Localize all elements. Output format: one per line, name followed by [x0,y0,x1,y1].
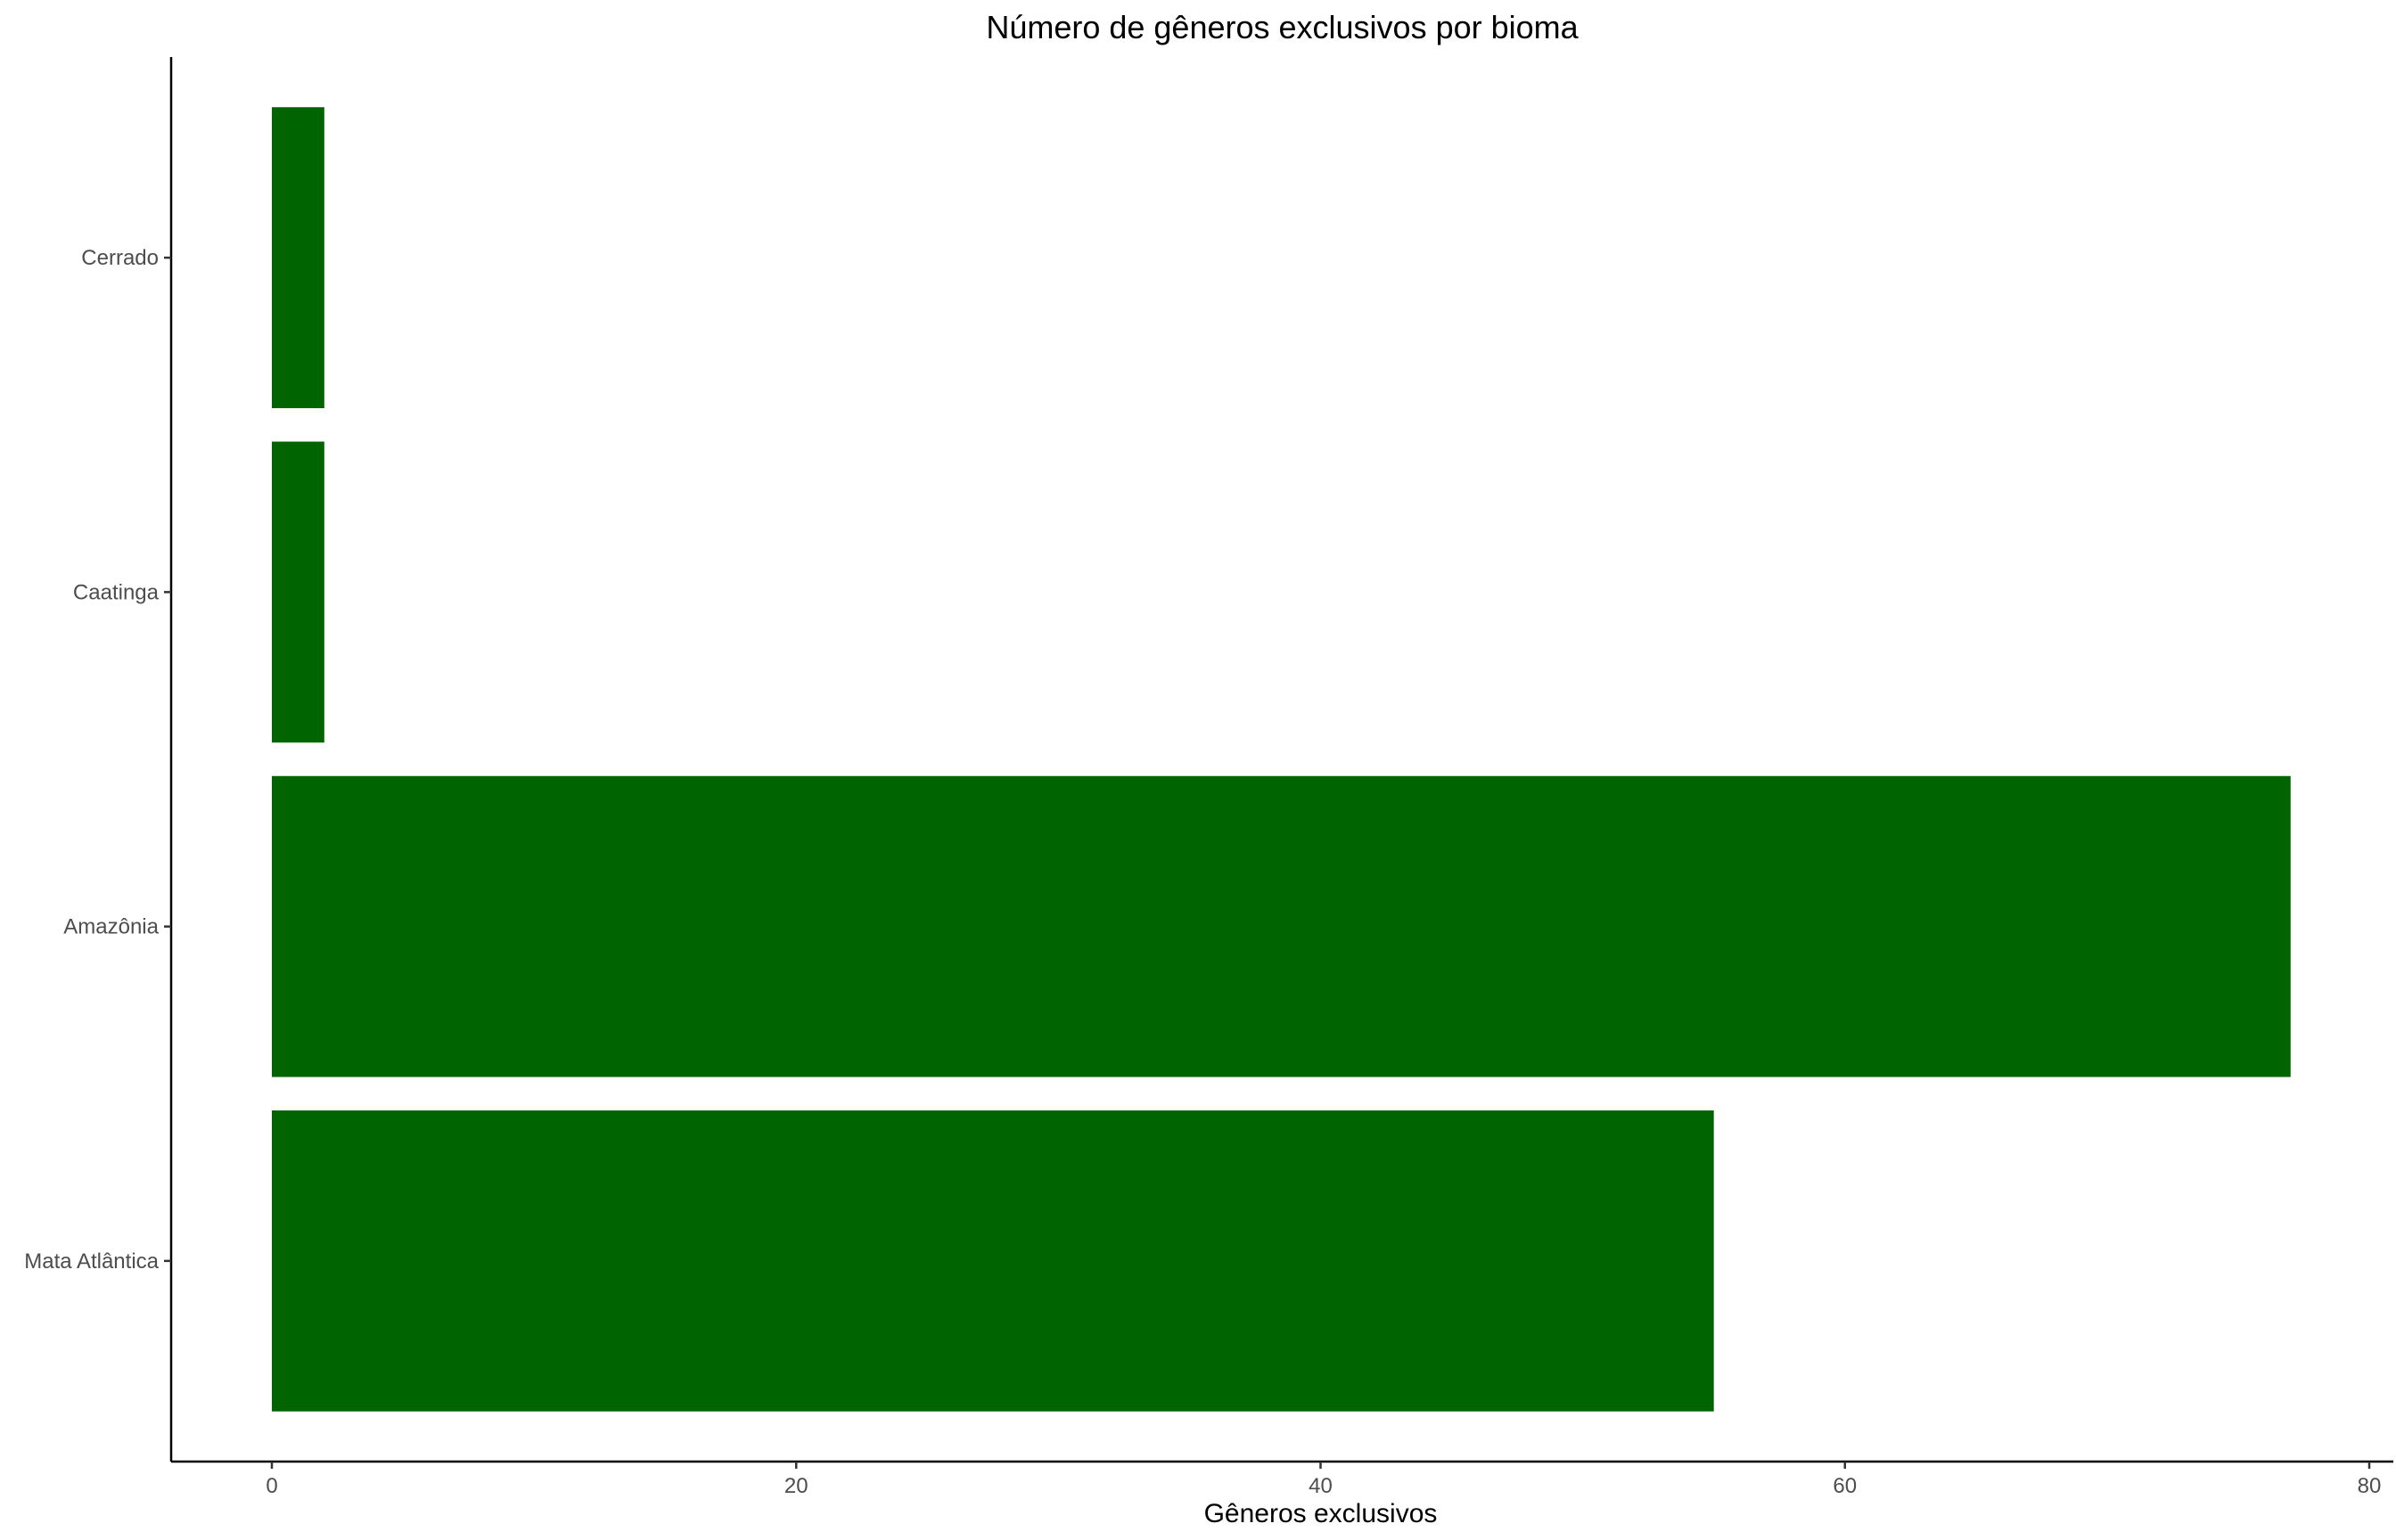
x-tick-label: 60 [1833,1474,1857,1498]
y-tick-label: Caatinga [73,580,160,604]
bar-caatinga [272,441,324,743]
bar-cerrado [272,107,324,409]
chart-title: Número de gêneros exclusivos por bioma [986,9,1579,45]
y-tick-label: Amazônia [63,915,159,939]
x-tick-label: 80 [2358,1474,2382,1498]
x-tick-label: 40 [1309,1474,1333,1498]
bar-mata-atlântica [272,1110,1714,1412]
y-tick-label: Cerrado [81,246,159,270]
x-tick-label: 20 [784,1474,808,1498]
x-axis-title: Gêneros exclusivos [1204,1499,1438,1528]
x-tick-label: 0 [266,1474,277,1498]
y-axis: Mata Atlântica Amazônia Caatinga Cerrado [24,57,173,1462]
y-tick-label: Mata Atlântica [24,1249,159,1274]
bars-group [272,107,2291,1412]
bar-amazônia [272,775,2291,1077]
x-axis: 0 20 40 60 80 [171,1460,2393,1498]
